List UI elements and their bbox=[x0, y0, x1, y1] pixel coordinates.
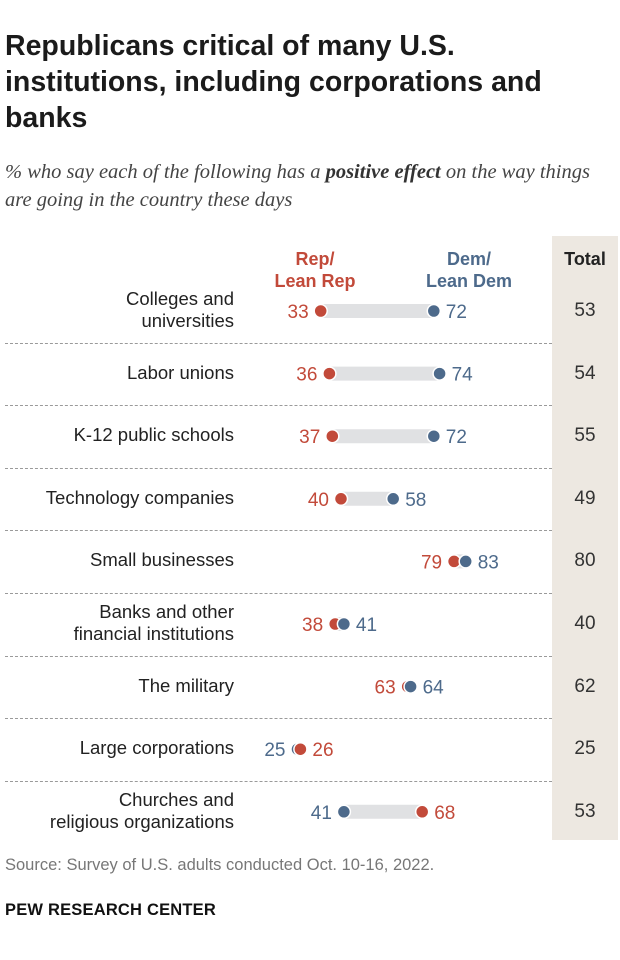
rep-value-label: 68 bbox=[434, 803, 455, 824]
rep-dot bbox=[293, 741, 308, 757]
rep-value-label: 40 bbox=[308, 490, 329, 511]
row-divider bbox=[5, 655, 552, 657]
row-label: Technology companies bbox=[0, 487, 234, 509]
rep-value-label: 37 bbox=[299, 427, 320, 448]
row-label: The military bbox=[0, 675, 234, 697]
row-divider bbox=[5, 530, 552, 532]
dem-dot bbox=[385, 491, 401, 507]
row-label: Banks and other financial institutions bbox=[0, 601, 234, 645]
dem-value-label: 83 bbox=[478, 552, 499, 573]
dem-dot bbox=[432, 366, 447, 381]
row-label-line: Churches and bbox=[118, 788, 234, 810]
subtitle-prefix: % who say each of the following has a bbox=[5, 161, 326, 183]
row-label: Small businesses bbox=[0, 549, 234, 571]
dem-value-label: 72 bbox=[446, 302, 467, 323]
row-label-line: K-12 public schools bbox=[73, 424, 234, 446]
row-label-line: The military bbox=[138, 674, 234, 696]
dem-value-label: 58 bbox=[405, 490, 426, 511]
total-value: 62 bbox=[574, 675, 596, 697]
brand-footer: PEW RESEARCH CENTER bbox=[5, 901, 216, 919]
legend-dem-label: Dem/ Lean Dem bbox=[405, 248, 533, 292]
row-label: Colleges and universities bbox=[0, 288, 234, 332]
total-value: 25 bbox=[574, 738, 596, 760]
row-label-line: Colleges and bbox=[126, 288, 234, 309]
total-value: 80 bbox=[574, 550, 596, 572]
legend-rep-line-1: Rep/ bbox=[295, 249, 335, 269]
row-label-line: religious organizations bbox=[49, 810, 234, 832]
rep-value-label: 79 bbox=[421, 552, 442, 573]
dem-dot bbox=[336, 804, 352, 820]
total-value: 53 bbox=[574, 800, 596, 822]
row-divider bbox=[5, 780, 552, 782]
rep-dot bbox=[322, 366, 337, 381]
row-label-line: financial institutions bbox=[73, 623, 234, 644]
dem-dot bbox=[403, 679, 418, 694]
total-value: 40 bbox=[574, 613, 596, 634]
dem-dot bbox=[426, 428, 442, 444]
rep-value-label: 26 bbox=[312, 740, 333, 761]
dem-value-label: 41 bbox=[356, 615, 377, 636]
total-column-header: Total bbox=[564, 249, 606, 269]
dem-value-label: 25 bbox=[264, 740, 285, 761]
total-value: 49 bbox=[574, 487, 596, 509]
row-label-line: Small businesses bbox=[90, 549, 234, 571]
total-value: 55 bbox=[574, 425, 596, 447]
row-label: Churches and religious organizations bbox=[0, 789, 234, 833]
row-divider bbox=[5, 718, 552, 720]
rep-dot bbox=[414, 804, 430, 820]
legend-dem-line-1: Dem/ bbox=[446, 249, 491, 269]
row-label-line: Technology companies bbox=[45, 486, 234, 508]
dot-plot: 33 72 36 74 37 72 40 58 79 83 38 41 63 64 25 26 41 68 bbox=[264, 302, 499, 824]
rep-value-label: 33 bbox=[288, 302, 309, 323]
rep-dot bbox=[313, 303, 328, 319]
total-value: 53 bbox=[574, 300, 596, 321]
dem-value-label: 64 bbox=[423, 678, 445, 699]
dem-value-label: 41 bbox=[311, 803, 332, 824]
legend-rep-label: Rep/ Lean Rep bbox=[255, 248, 375, 292]
dem-dot bbox=[336, 616, 352, 632]
dem-value-label: 74 bbox=[452, 365, 474, 386]
dem-dot bbox=[426, 303, 442, 319]
row-label: Labor unions bbox=[0, 362, 234, 384]
legend-rep-line-2: Lean Rep bbox=[274, 271, 356, 291]
row-label: Large corporations bbox=[0, 737, 234, 759]
row-divider bbox=[5, 467, 552, 469]
row-label-line: Labor unions bbox=[127, 361, 234, 383]
subtitle-emphasis: positive effect bbox=[325, 161, 441, 183]
row-label: K-12 public schools bbox=[0, 424, 234, 446]
row-divider bbox=[5, 405, 552, 407]
row-divider bbox=[5, 342, 552, 344]
dem-dot bbox=[458, 554, 473, 569]
chart-title: Republicans critical of many U.S. instit… bbox=[5, 30, 542, 134]
row-label-line: universities bbox=[141, 310, 234, 331]
rep-value-label: 63 bbox=[375, 678, 396, 699]
dem-value-label: 72 bbox=[446, 427, 467, 448]
total-column-background bbox=[552, 236, 618, 840]
rep-dot bbox=[333, 491, 349, 507]
total-value: 54 bbox=[574, 362, 596, 384]
chart-subtitle: % who say each of the following has a po… bbox=[5, 158, 615, 214]
row-label-line: Large corporations bbox=[79, 737, 234, 759]
rep-value-label: 36 bbox=[296, 365, 317, 386]
source-note: Source: Survey of U.S. adults conducted … bbox=[5, 856, 435, 874]
rep-dot bbox=[325, 428, 340, 444]
rep-value-label: 38 bbox=[302, 615, 323, 636]
subtitle-suffix: on the way things are going in the count… bbox=[5, 161, 590, 211]
row-divider bbox=[5, 593, 552, 594]
legend-dem-line-2: Lean Dem bbox=[425, 271, 513, 291]
row-label-line: Banks and other bbox=[99, 601, 234, 622]
